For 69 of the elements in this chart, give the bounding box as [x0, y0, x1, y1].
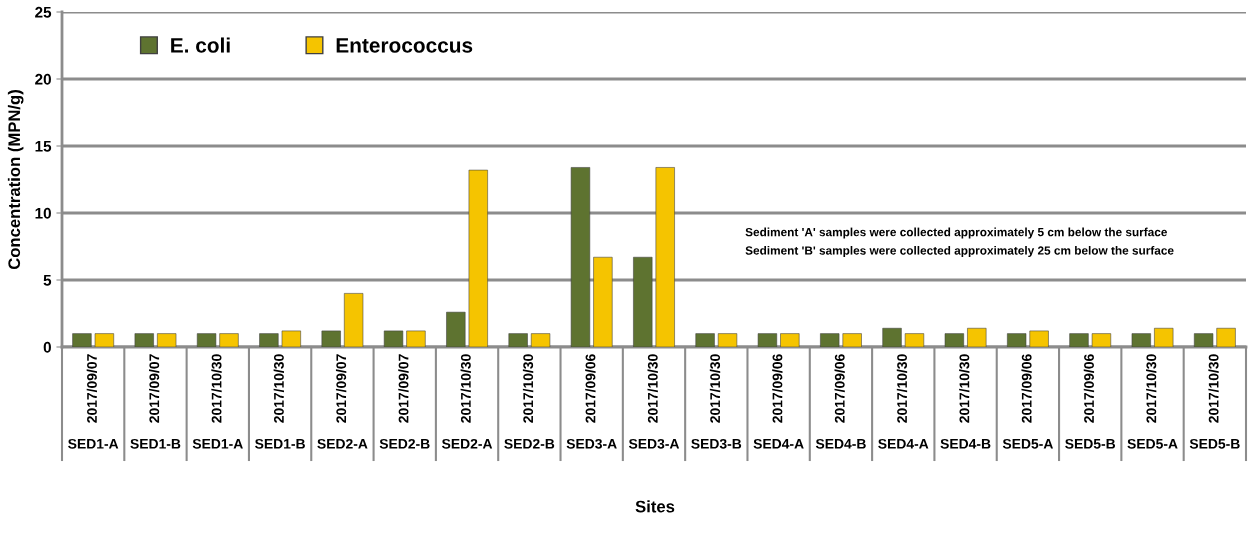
x-tick-label: 2017/09/07 SED2-A	[317, 354, 368, 449]
bar	[882, 327, 902, 347]
x-axis-title: Sites	[635, 500, 675, 513]
bar	[944, 333, 964, 347]
bar	[383, 330, 404, 347]
bar	[196, 333, 217, 347]
bar	[406, 330, 426, 347]
bar	[717, 333, 738, 347]
bar	[967, 327, 987, 347]
bar	[94, 333, 114, 347]
y-tick-label: 20	[35, 73, 51, 85]
y-tick-label: 10	[35, 207, 51, 219]
annotation: Sediment 'B' samples were collected approximately 25 cm below the surface	[745, 246, 1174, 258]
x-tick-label: 2017/10/30 SED1-A	[192, 354, 243, 449]
annotation: Sediment 'A' samples were collected approximately 5 cm below the surface	[745, 227, 1168, 239]
y-tick-label: 0	[43, 341, 51, 353]
x-tick-label: 2017/09/06 SED5-B	[1065, 354, 1116, 449]
x-tick-label: 2017/09/06 SED4-B	[815, 354, 866, 449]
x-tick-label: 2017/09/06 SED3-A	[566, 354, 617, 449]
x-tick-label: 2017/10/30 SED3-B	[691, 354, 742, 449]
bar	[321, 330, 341, 347]
bar	[446, 311, 466, 347]
bar	[655, 167, 675, 347]
bar	[259, 333, 279, 347]
bar	[530, 333, 551, 347]
bar	[1029, 330, 1049, 347]
x-tick-label: 2017/09/06 SED5-A	[1002, 354, 1053, 449]
bar	[1194, 333, 1214, 347]
x-tick-label: 2017/10/30 SED3-A	[628, 354, 680, 449]
x-tick-label: 2017/09/06 SED4-A	[753, 354, 804, 449]
bar	[820, 333, 840, 347]
bar	[157, 333, 177, 347]
legend-label: Enterococcus	[336, 38, 473, 53]
bar	[904, 333, 925, 347]
x-tick-label: 2017/09/07 SED1-B	[130, 354, 181, 449]
bar	[780, 333, 800, 347]
bar	[468, 169, 488, 347]
bar	[1154, 327, 1174, 347]
x-tick-label: 2017/10/30 SED1-B	[255, 354, 305, 449]
x-tick-label: 2017/09/07 SED2-B	[379, 354, 430, 449]
bar	[695, 333, 715, 347]
bar	[593, 256, 613, 347]
bar	[757, 333, 778, 347]
x-tick-label: 2017/10/30 SED2-A	[441, 354, 493, 449]
y-tick-label: 15	[35, 141, 52, 152]
bar	[1007, 333, 1027, 347]
bar	[570, 167, 591, 347]
bar	[842, 333, 862, 347]
y-tick-label: 5	[43, 275, 52, 286]
x-tick-label: 2017/10/30 SED2-B	[504, 354, 555, 449]
bar	[281, 330, 301, 347]
bar	[1069, 333, 1089, 347]
bar	[134, 333, 154, 347]
bar	[219, 333, 239, 347]
bar	[344, 293, 364, 347]
x-tick-label: 2017/10/30 SED4-B	[940, 354, 991, 449]
x-tick-label: 2017/10/30 SED4-A	[878, 354, 929, 449]
x-tick-label: 2017/10/30 SED5-B	[1189, 354, 1240, 449]
legend-label: E. coli	[171, 37, 230, 53]
bar	[1216, 327, 1236, 347]
bar	[633, 256, 653, 347]
bar	[1091, 333, 1112, 347]
y-axis-title: Concentration (MPN/g)	[7, 90, 24, 270]
y-tick-label: 25	[35, 6, 52, 18]
x-tick-label: 2017/09/07 SED1-A	[68, 354, 119, 449]
x-tick-label: 2017/10/30 SED5-A	[1127, 354, 1178, 449]
bar	[72, 333, 92, 347]
bar	[1131, 333, 1151, 347]
bar	[508, 333, 528, 347]
